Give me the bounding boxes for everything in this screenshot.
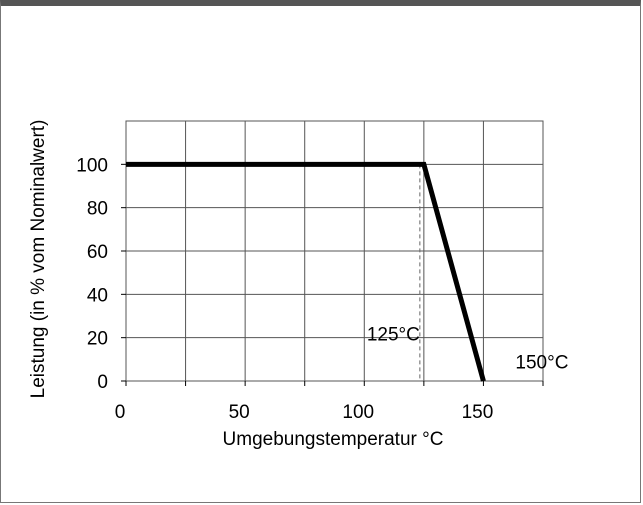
annotation-label: 150°C (515, 353, 568, 374)
y-tick-label: 60 (87, 242, 108, 263)
annotation-label: 125°C (367, 324, 420, 345)
y-tick-label: 0 (97, 372, 108, 393)
x-axis-title: Umgebungstemperatur °C (223, 429, 444, 450)
y-axis-title: Leistung (in % vom Nominalwert) (28, 120, 49, 399)
y-tick-label: 40 (87, 285, 108, 306)
y-tick-label: 100 (76, 155, 108, 176)
x-tick-labels: 0 50 100 150 (115, 402, 494, 423)
x-tick-label: 0 (115, 402, 126, 423)
annotations: 125°C 150°C (367, 324, 569, 373)
grid (125, 120, 544, 382)
y-tick-labels: 0 20 40 60 80 100 (76, 155, 108, 393)
axes (121, 120, 544, 386)
x-tick-label: 50 (229, 402, 250, 423)
y-tick-label: 20 (87, 329, 108, 350)
y-tick-label: 80 (87, 199, 108, 220)
x-tick-label: 150 (462, 402, 494, 423)
x-tick-label: 100 (342, 402, 374, 423)
series-layer (125, 161, 486, 382)
